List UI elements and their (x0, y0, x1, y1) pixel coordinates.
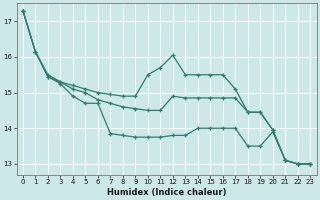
X-axis label: Humidex (Indice chaleur): Humidex (Indice chaleur) (107, 188, 226, 197)
